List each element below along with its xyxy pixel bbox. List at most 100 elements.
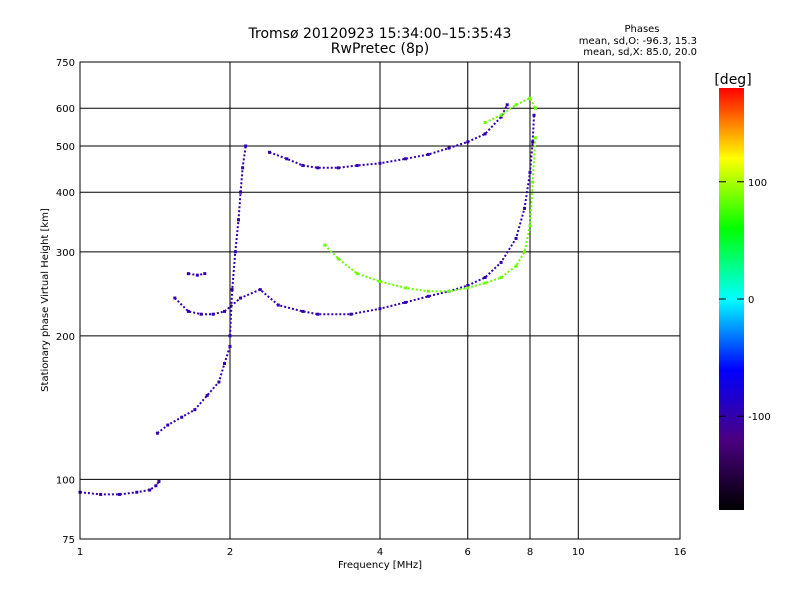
data-point [186,272,190,276]
data-point [239,190,243,194]
chart-subtitle: RwPretec (8p) [331,41,429,57]
colorbar-ticks: 100 0 -100 [719,178,771,423]
data-point [531,180,535,184]
series-trace [156,346,231,434]
data-point [285,157,289,161]
series-2 [323,96,537,293]
data-point [267,150,271,154]
data-point [403,300,407,304]
data-point [499,115,503,119]
data-point [117,492,121,496]
data-point [157,479,161,483]
grid [80,62,680,539]
data-point [426,289,430,293]
data-point [223,309,227,313]
data-point [195,273,199,277]
data-point [203,272,207,276]
data-point [241,166,245,170]
data-point [528,96,532,100]
y-tick-label: 750 [56,58,75,69]
data-point [228,344,232,348]
y-tick-label: 600 [56,104,75,115]
stats-line-o: mean, sd,O: -96.3, 15.3 [579,36,697,47]
data-point [276,303,280,307]
colorbar-tick-label: -100 [748,412,771,423]
x-tick-label: 6 [465,547,471,558]
y-tick-label: 500 [56,142,75,153]
series-trace [79,480,160,496]
x-tick-label: 1 [77,547,83,558]
y-axis-ticks: 75 100 200 300 400 500 600 750 [56,58,75,546]
data-point [355,272,359,276]
colorbar-tick-label: 100 [748,178,767,189]
x-axis-ticks: 1 2 4 6 8 10 16 [77,547,687,558]
data-point [378,161,382,165]
data-point [532,113,536,117]
data-point [466,286,470,290]
data-point [483,281,487,285]
data-point [258,288,262,292]
data-point [323,243,327,247]
data-point [514,103,518,107]
data-point [228,334,232,338]
data-point [336,257,340,261]
series-1 [155,103,536,435]
data-point [217,380,221,384]
data-point [466,140,470,144]
series-trace [484,96,537,124]
data-point [173,296,177,300]
data-point [499,276,503,280]
data-point [236,218,240,222]
data-point [223,361,227,365]
data-point [447,289,451,293]
y-tick-label: 75 [62,535,75,546]
data-point [154,484,158,488]
series-0 [78,479,161,496]
x-tick-label: 16 [674,547,687,558]
data-point [528,170,532,174]
x-tick-label: 10 [572,547,585,558]
y-axis-label: Stationary phase Virtual Height [km] [40,208,51,392]
data-point [483,276,487,280]
data-point [378,279,382,283]
data-point [233,250,237,254]
x-axis-label: Frequency [MHz] [338,560,422,571]
data-points [78,96,537,496]
data-point [447,146,451,150]
series-trace [269,104,509,169]
data-point [244,144,248,148]
data-point [301,164,305,168]
x-tick-label: 4 [377,547,383,558]
data-point [426,152,430,156]
data-point [193,408,197,412]
y-tick-label: 400 [56,188,75,199]
data-point [239,296,243,300]
data-point [531,140,535,144]
plot-frame [79,61,681,540]
data-point [336,166,340,170]
data-point [403,157,407,161]
data-point [533,136,537,140]
data-point [378,307,382,311]
data-point [514,236,518,240]
data-point [166,423,170,427]
y-tick-label: 200 [56,332,75,343]
data-point [499,260,503,264]
data-point [505,103,509,107]
data-point [135,490,139,494]
data-point [205,393,209,397]
data-point [483,132,487,136]
data-point [499,113,503,117]
stats-line-x: mean, sd,X: 85.0, 20.0 [583,47,697,58]
data-point [355,164,359,168]
data-point [316,312,320,316]
data-point [528,224,532,228]
series-trace [229,145,247,336]
chart-title: Tromsø 20120923 15:34:00–15:35:43 [248,26,512,42]
data-point [316,166,320,170]
x-tick-label: 8 [527,547,533,558]
data-point [514,264,518,268]
stats-heading: Phases [624,24,659,35]
data-point [99,492,103,496]
